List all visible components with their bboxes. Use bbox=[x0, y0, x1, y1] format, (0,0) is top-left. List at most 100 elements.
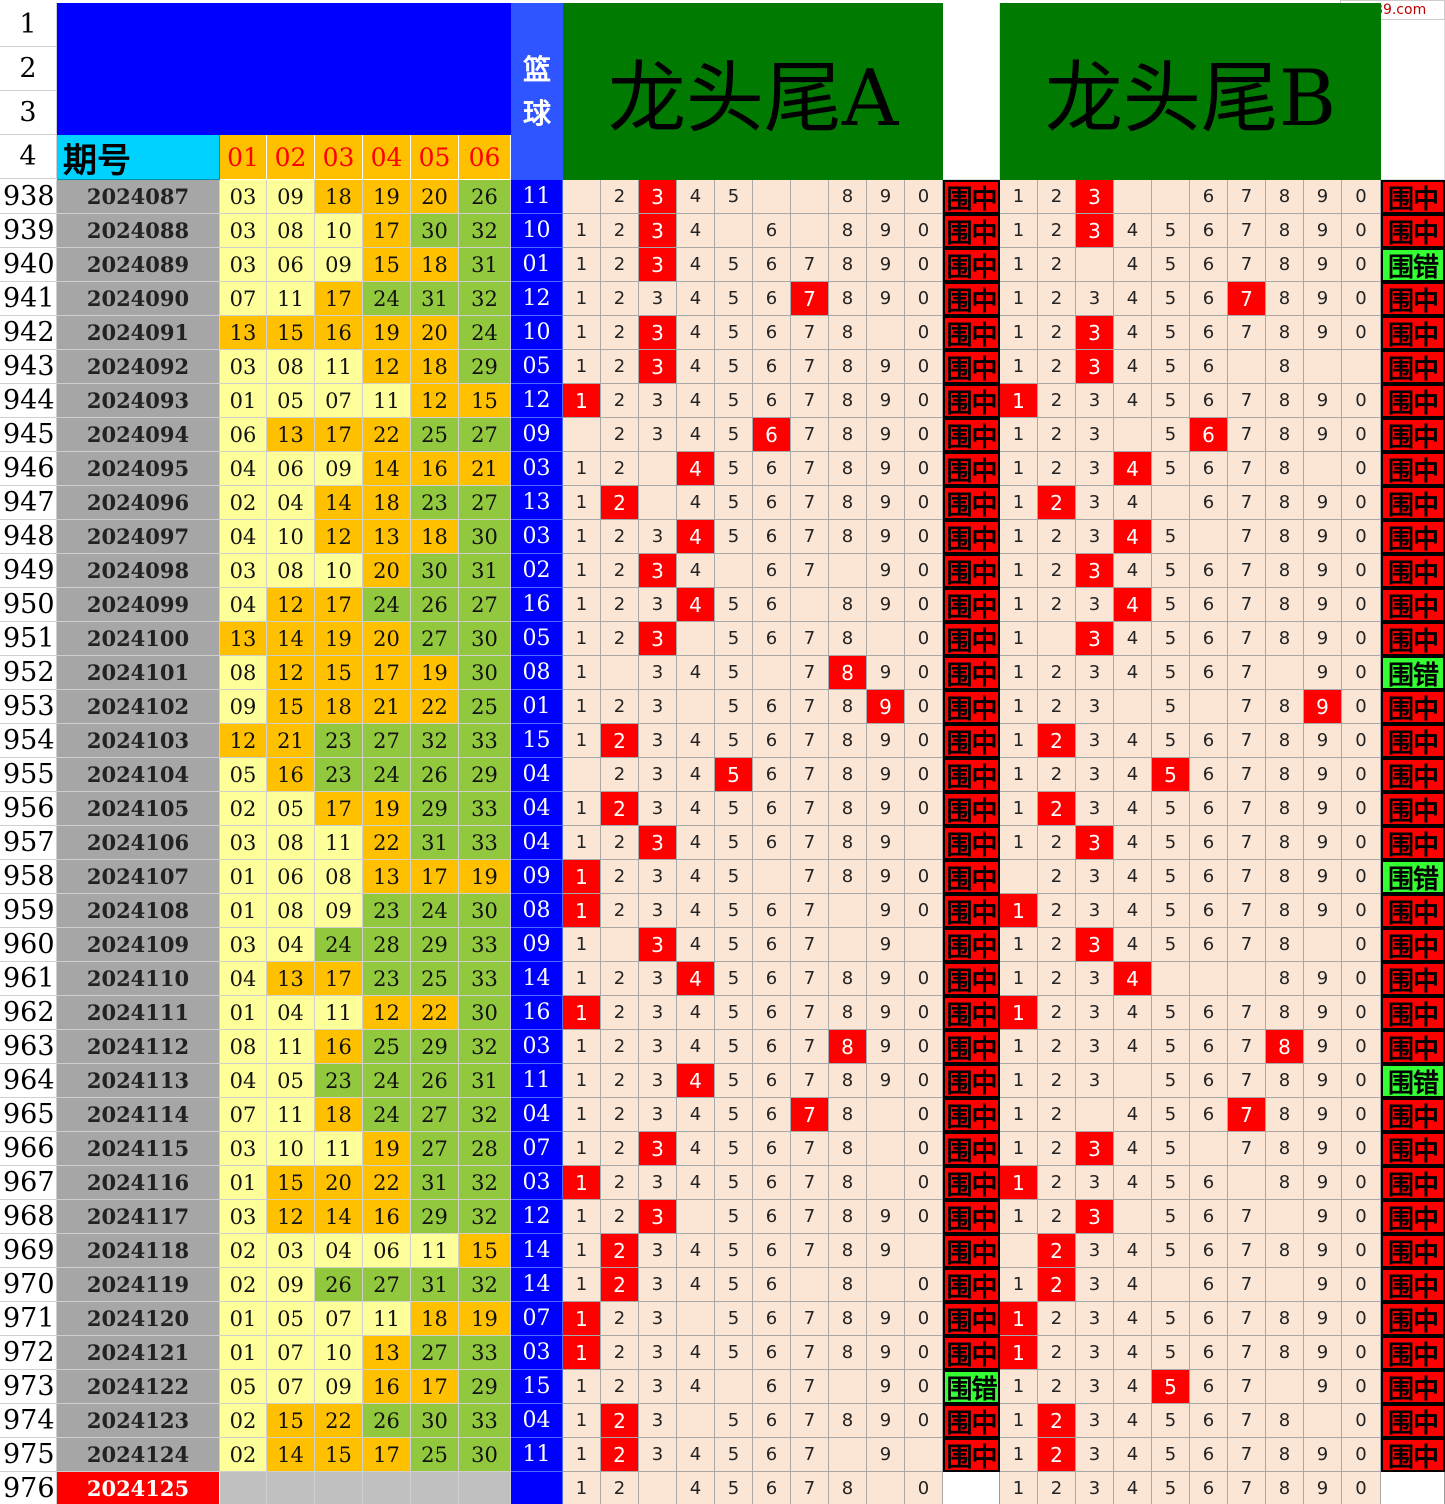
tail-b-digit: 6 bbox=[1190, 180, 1228, 214]
tail-a-digit bbox=[753, 860, 791, 894]
tail-a-digit: 1 bbox=[563, 214, 601, 248]
tail-a-digit: 1 bbox=[563, 656, 601, 690]
ball-number: 11 bbox=[411, 1234, 459, 1268]
period-cell: 2024091 bbox=[57, 316, 220, 350]
tail-a-digit: 5 bbox=[715, 690, 753, 724]
tail-a-digit: 8 bbox=[829, 248, 867, 282]
ball-number: 16 bbox=[315, 1030, 363, 1064]
tail-a-digit bbox=[753, 180, 791, 214]
number-header-6: 06 bbox=[459, 135, 511, 180]
ball-number: 15 bbox=[459, 1234, 511, 1268]
ball-number: 11 bbox=[315, 826, 363, 860]
ball-number: 02 bbox=[220, 1438, 267, 1472]
tail-a-digit: 5 bbox=[715, 1404, 753, 1438]
result-a-badge: 围中 bbox=[943, 1234, 1000, 1268]
tail-a-digit: 1 bbox=[563, 1098, 601, 1132]
ball-number: 13 bbox=[220, 316, 267, 350]
row-number: 946 bbox=[0, 452, 57, 486]
number-header-1: 01 bbox=[220, 135, 267, 180]
tail-b-digit: 1 bbox=[1000, 452, 1038, 486]
ball-number: 17 bbox=[363, 214, 411, 248]
ball-number: 11 bbox=[315, 1132, 363, 1166]
basketball-number: 12 bbox=[511, 282, 563, 316]
tail-b-digit: 6 bbox=[1190, 214, 1228, 248]
result-b-badge: 围中 bbox=[1381, 1438, 1445, 1472]
ball-number: 25 bbox=[411, 962, 459, 996]
ball-number: 08 bbox=[220, 656, 267, 690]
tail-b-digit: 4 bbox=[1114, 860, 1152, 894]
result-a-badge: 围中 bbox=[943, 282, 1000, 316]
result-b-badge: 围错 bbox=[1381, 248, 1445, 282]
tail-a-digit: 0 bbox=[905, 282, 943, 316]
tail-b-digit: 2 bbox=[1038, 418, 1076, 452]
ball-number: 08 bbox=[267, 826, 315, 860]
result-b-badge: 围中 bbox=[1381, 894, 1445, 928]
tail-a-digit: 3 bbox=[639, 996, 677, 1030]
tail-a-digit: 0 bbox=[905, 860, 943, 894]
result-b-badge: 围中 bbox=[1381, 996, 1445, 1030]
tail-b-digit: 4 bbox=[1114, 248, 1152, 282]
ball-number: 24 bbox=[363, 1098, 411, 1132]
tail-a-digit: 1 bbox=[563, 1438, 601, 1472]
tail-b-digit: 5 bbox=[1152, 1404, 1190, 1438]
ball-number: 20 bbox=[411, 316, 459, 350]
ball-number: 32 bbox=[459, 214, 511, 248]
tail-a-digit: 4 bbox=[677, 758, 715, 792]
tail-a-digit: 2 bbox=[601, 1132, 639, 1166]
tail-b-digit: 0 bbox=[1342, 588, 1381, 622]
tail-b-digit bbox=[1076, 248, 1114, 282]
ball-number: 29 bbox=[459, 350, 511, 384]
row-number: 976 bbox=[0, 1472, 57, 1504]
tail-a-digit: 8 bbox=[829, 792, 867, 826]
tail-b-digit: 0 bbox=[1342, 1336, 1381, 1370]
tail-b-digit: 6 bbox=[1190, 996, 1228, 1030]
ball-number: 07 bbox=[315, 1302, 363, 1336]
tail-b-digit bbox=[1190, 1132, 1228, 1166]
tail-b-digit: 6 bbox=[1190, 1200, 1228, 1234]
tail-a-digit bbox=[715, 214, 753, 248]
tail-a-digit: 3 bbox=[639, 894, 677, 928]
tail-a-digit: 4 bbox=[677, 1166, 715, 1200]
tail-a-digit: 1 bbox=[563, 928, 601, 962]
tail-b-digit: 8 bbox=[1266, 962, 1304, 996]
period-cell: 2024099 bbox=[57, 588, 220, 622]
tail-a-digit: 4 bbox=[677, 554, 715, 588]
tail-b-digit: 7 bbox=[1228, 486, 1266, 520]
tail-a-digit: 3 bbox=[639, 316, 677, 350]
tail-b-digit: 1 bbox=[1000, 1132, 1038, 1166]
tail-a-digit: 0 bbox=[905, 520, 943, 554]
tail-b-digit: 3 bbox=[1076, 1166, 1114, 1200]
ball-number: 14 bbox=[315, 1200, 363, 1234]
result-b-badge: 围错 bbox=[1381, 656, 1445, 690]
result-a-badge: 围中 bbox=[943, 758, 1000, 792]
period-cell: 2024095 bbox=[57, 452, 220, 486]
result-b-badge: 围中 bbox=[1381, 282, 1445, 316]
tail-a-digit: 5 bbox=[715, 1132, 753, 1166]
tail-a-digit: 0 bbox=[905, 656, 943, 690]
tail-b-digit: 8 bbox=[1266, 1064, 1304, 1098]
result-a-badge: 围中 bbox=[943, 1336, 1000, 1370]
tail-a-digit bbox=[867, 1132, 905, 1166]
ball-number: 19 bbox=[363, 180, 411, 214]
tail-b-digit: 0 bbox=[1342, 1098, 1381, 1132]
tail-b-digit: 3 bbox=[1076, 962, 1114, 996]
tail-b-digit bbox=[1114, 1064, 1152, 1098]
period-cell: 2024101 bbox=[57, 656, 220, 690]
ball-number: 05 bbox=[267, 792, 315, 826]
ball-number: 18 bbox=[411, 1302, 459, 1336]
ball-number: 15 bbox=[267, 316, 315, 350]
tail-b-digit: 6 bbox=[1190, 1030, 1228, 1064]
tail-a-digit: 6 bbox=[753, 554, 791, 588]
tail-a-digit: 7 bbox=[791, 520, 829, 554]
result-b-badge: 围中 bbox=[1381, 758, 1445, 792]
tail-b-digit: 1 bbox=[1000, 1336, 1038, 1370]
tail-b-digit bbox=[1114, 418, 1152, 452]
ball-number: 19 bbox=[315, 622, 363, 656]
ball-number: 27 bbox=[411, 622, 459, 656]
tail-a-digit: 1 bbox=[563, 1472, 601, 1504]
tail-a-digit: 0 bbox=[905, 1268, 943, 1302]
tail-b-digit bbox=[1114, 180, 1152, 214]
tail-a-digit: 3 bbox=[639, 1166, 677, 1200]
ball-number bbox=[411, 1472, 459, 1504]
tail-a-digit: 4 bbox=[677, 928, 715, 962]
